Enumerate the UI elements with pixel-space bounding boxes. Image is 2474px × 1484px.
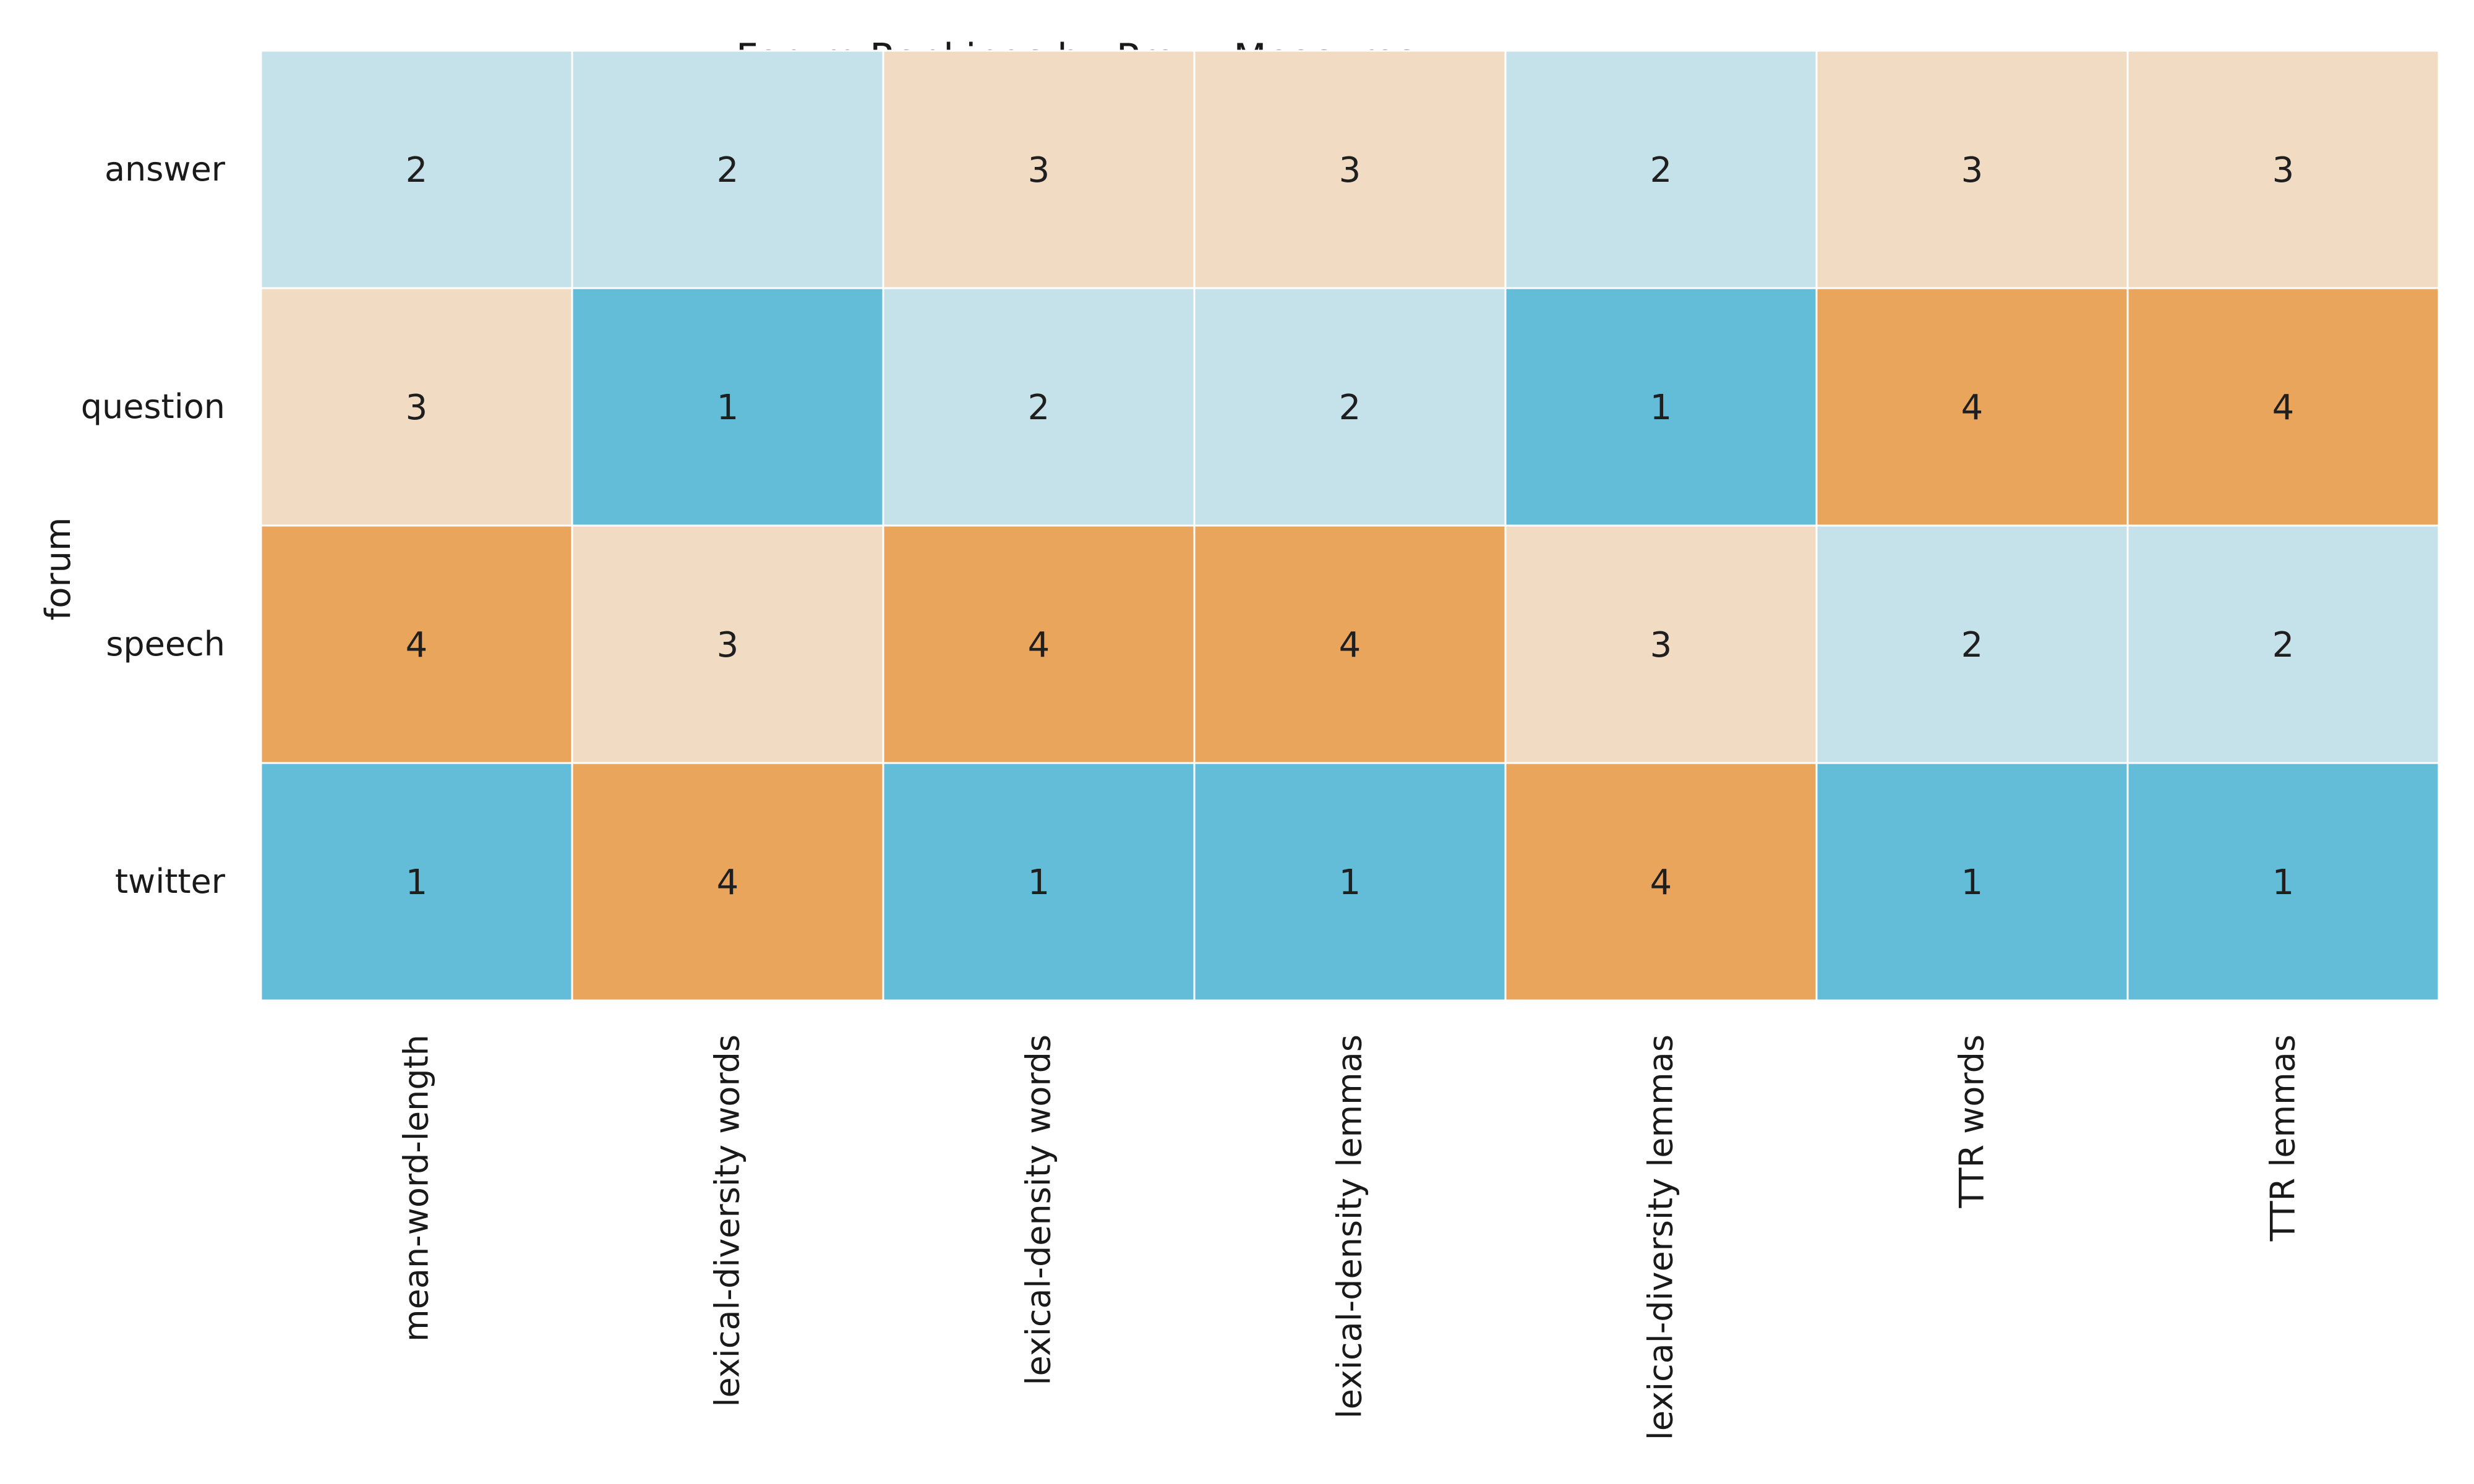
cell-value-label: 2 (717, 150, 739, 190)
heatmap-cells: 2 2 3 3 2 3 3 3 1 2 2 1 4 4 4 3 4 4 3 2 2 1 4 1 1 4 1 1 (260, 49, 2440, 1002)
cell-value-label: 2 (1650, 150, 1672, 190)
cell-value-label: 1 (717, 388, 739, 428)
cell-value-label: 3 (406, 388, 428, 428)
heatmap-cell (1193, 762, 1507, 1002)
column-label: lexical-density words (1019, 1034, 1058, 1386)
column-label: lexical-density lemmas (1330, 1034, 1369, 1418)
cell-value-label: 4 (406, 625, 428, 665)
cell-value-label: 4 (1339, 625, 1361, 665)
heatmap-cell (1815, 524, 2129, 764)
heatmap-cell (882, 287, 1196, 527)
row-label: question (81, 387, 225, 426)
heatmap-cell (882, 762, 1196, 1002)
heatmap-cell (260, 49, 573, 289)
cell-value-label: 2 (1028, 388, 1050, 428)
heatmap-cell (260, 524, 573, 764)
heatmap-cell (1815, 287, 2129, 527)
cell-value-label: 4 (1028, 625, 1050, 665)
heatmap-cell (260, 287, 573, 527)
cell-value-label: 2 (406, 150, 428, 190)
cell-value-label: 1 (1339, 863, 1361, 903)
heatmap-cell (882, 49, 1196, 289)
cell-value-label: 1 (1650, 388, 1672, 428)
cell-value-label: 4 (1961, 388, 1984, 428)
heatmap-cell (1193, 49, 1507, 289)
heatmap-cell (2126, 287, 2440, 527)
cell-value-label: 1 (406, 863, 428, 903)
column-label: mean-word-length (397, 1034, 436, 1342)
heatmap-cell (571, 287, 884, 527)
heatmap-cell (571, 524, 884, 764)
heatmap-cell (1504, 762, 1818, 1002)
cell-value-label: 3 (1339, 150, 1361, 190)
row-label: twitter (115, 862, 226, 901)
heatmap-cell (2126, 49, 2440, 289)
column-label: lexical-diversity lemmas (1641, 1034, 1680, 1440)
cell-value-label: 2 (1961, 625, 1984, 665)
heatmap-cell (882, 524, 1196, 764)
cell-value-label: 2 (1339, 388, 1361, 428)
heatmap-cell (1504, 524, 1818, 764)
heatmap-cell (571, 762, 884, 1002)
column-label: TTR lemmas (2264, 1034, 2303, 1242)
heatmap-cell (571, 49, 884, 289)
column-label: TTR words (1953, 1034, 1992, 1209)
heatmap-cell (2126, 762, 2440, 1002)
cell-value-label: 2 (2272, 625, 2295, 665)
cell-value-label: 4 (1650, 863, 1672, 903)
cell-value-label: 3 (1650, 625, 1672, 665)
row-label: answer (105, 150, 226, 189)
cell-value-label: 3 (1961, 150, 1984, 190)
heatmap-cell (260, 762, 573, 1002)
cell-value-label: 1 (1028, 863, 1050, 903)
cell-value-label: 4 (2272, 388, 2295, 428)
column-label: lexical-diversity words (708, 1034, 747, 1407)
heatmap-cell (2126, 524, 2440, 764)
row-label: speech (106, 625, 225, 663)
cell-value-label: 3 (717, 625, 739, 665)
y-axis-label: forum (38, 517, 79, 620)
column-labels: mean-word-length lexical-diversity words l… (397, 1034, 2303, 1440)
cell-value-label: 1 (2272, 863, 2295, 903)
cell-value-label: 4 (717, 863, 739, 903)
cell-value-label: 3 (2272, 150, 2295, 190)
cell-value-label: 1 (1961, 863, 1984, 903)
heatmap-cell (1504, 287, 1818, 527)
row-labels: answer question speech twitter (81, 150, 226, 901)
heatmap-cell (1193, 524, 1507, 764)
cell-value-label: 3 (1028, 150, 1050, 190)
